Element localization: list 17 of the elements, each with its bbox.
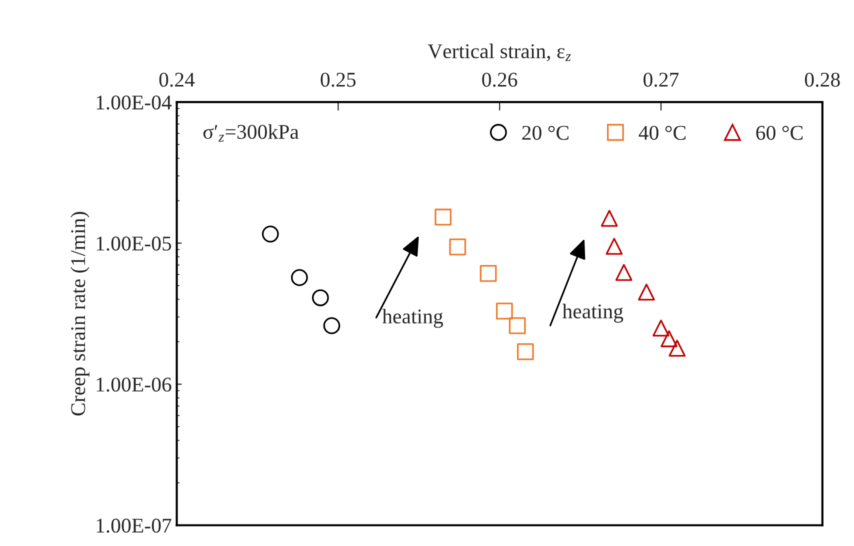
x-tick-label: 0.26: [482, 72, 518, 87]
x-tick-label: 0.25: [320, 72, 356, 87]
y-tick-label: 1.00E-07: [96, 518, 172, 533]
y-tick-label: 1.00E-05: [96, 236, 172, 251]
legend-label: 60 °C: [756, 126, 803, 140]
x-tick-label: 0.27: [644, 72, 679, 87]
legend-label: 40 °C: [638, 126, 686, 140]
annotation: σ′$_{z}$=300kPa: [203, 124, 299, 142]
x-tick-label: 0.24: [159, 72, 195, 87]
y-tick-label: 1.00E-06: [96, 378, 172, 392]
x-tick-label: 0.28: [804, 72, 840, 87]
annotation: heating: [382, 308, 444, 328]
annotation: heating: [562, 304, 624, 323]
x-axis-title: Vertical strain, ε$_{z}$: [428, 44, 571, 62]
y-tick-label: 1.00E-04: [96, 95, 172, 110]
y-axis-title: Creep strain rate (1/min): [70, 212, 90, 416]
legend-label: 20 °C: [522, 126, 568, 140]
